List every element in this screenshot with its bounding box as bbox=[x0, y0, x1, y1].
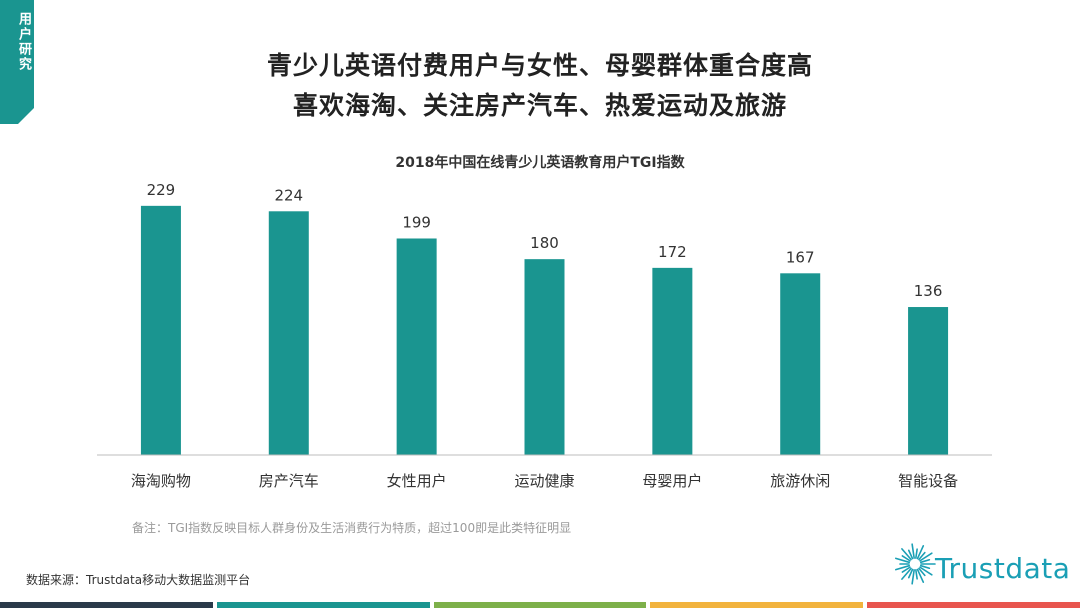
category-label-5: 旅游休闲 bbox=[770, 472, 830, 490]
category-label-4: 母婴用户 bbox=[642, 472, 702, 490]
bar-6 bbox=[908, 307, 949, 455]
bottom-bar-segment-4 bbox=[867, 602, 1080, 608]
trustdata-logo: Trustdata bbox=[893, 536, 1073, 592]
bottom-bar-segment-2 bbox=[433, 602, 647, 608]
data-source: 数据来源：Trustdata移动大数据监测平台 bbox=[26, 573, 251, 587]
category-label-0: 海淘购物 bbox=[131, 472, 191, 490]
bottom-color-bar bbox=[0, 602, 1080, 608]
value-label-4: 172 bbox=[658, 243, 687, 261]
logo-text: Trustdata bbox=[935, 552, 1071, 585]
category-label-6: 智能设备 bbox=[898, 472, 958, 490]
bar-2 bbox=[396, 238, 437, 455]
bar-5 bbox=[780, 273, 821, 455]
headline-line-1: 青少儿英语付费用户与女性、母婴群体重合度高 bbox=[266, 51, 813, 80]
bottom-bar-segment-3 bbox=[650, 602, 864, 608]
headline-line-2: 喜欢海淘、关注房产汽车、热爱运动及旅游 bbox=[292, 91, 787, 120]
bar-4 bbox=[652, 267, 693, 455]
bottom-bar-segment-1 bbox=[216, 602, 430, 608]
value-label-1: 224 bbox=[274, 186, 303, 204]
category-label-1: 房产汽车 bbox=[259, 472, 319, 490]
category-label-2: 女性用户 bbox=[387, 472, 447, 490]
value-label-6: 136 bbox=[914, 282, 943, 300]
bar-3 bbox=[524, 259, 565, 455]
value-label-5: 167 bbox=[786, 248, 815, 266]
category-label-3: 运动健康 bbox=[514, 472, 574, 490]
section-tab: 用户研究 bbox=[0, 0, 34, 124]
footnote: 备注：TGI指数反映目标人群身份及生活消费行为特质，超过100即是此类特征明显 bbox=[132, 521, 572, 535]
burst-icon bbox=[895, 543, 936, 585]
section-tab-shape bbox=[0, 0, 34, 124]
bar-1 bbox=[268, 211, 309, 455]
chart-title: 2018年中国在线青少儿英语教育用户TGI指数 bbox=[395, 155, 685, 171]
bottom-bar-segment-0 bbox=[0, 602, 213, 608]
bar-0 bbox=[140, 205, 181, 455]
value-label-0: 229 bbox=[147, 181, 176, 199]
section-tab-label: 用户研究 bbox=[16, 12, 31, 72]
value-label-2: 199 bbox=[402, 213, 431, 231]
value-label-3: 180 bbox=[530, 234, 559, 252]
